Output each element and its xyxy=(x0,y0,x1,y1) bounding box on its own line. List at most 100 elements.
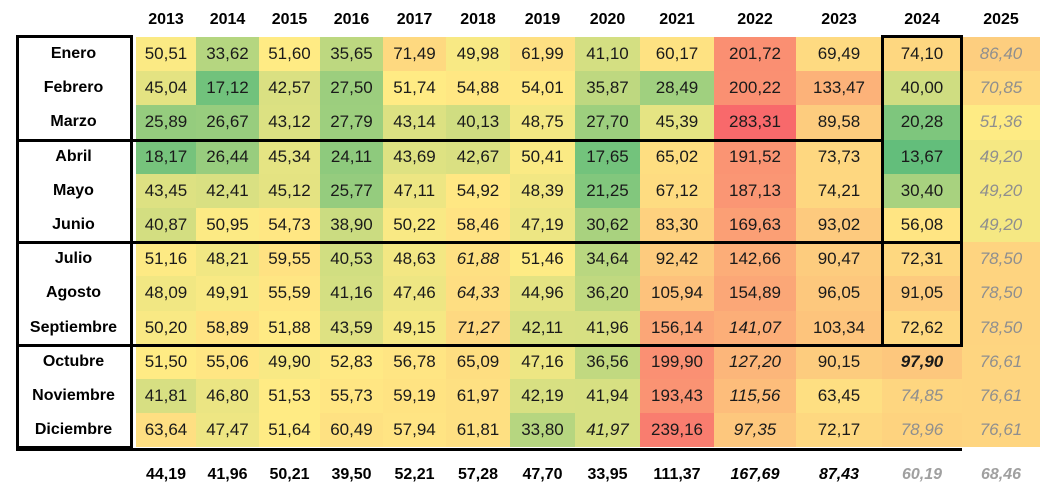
table-cell[interactable]: 59,19 xyxy=(383,379,446,414)
table-cell[interactable]: 55,73 xyxy=(320,379,383,414)
table-cell[interactable]: 76,61 xyxy=(962,413,1040,448)
table-cell[interactable]: 56,08 xyxy=(882,208,962,243)
table-cell[interactable]: 43,59 xyxy=(320,310,383,345)
table-cell[interactable]: 13,67 xyxy=(882,139,962,174)
table-cell[interactable]: 33,62 xyxy=(196,37,259,72)
table-cell[interactable]: 169,63 xyxy=(714,208,796,243)
table-cell[interactable]: 71,49 xyxy=(383,37,446,72)
table-cell[interactable]: 51,16 xyxy=(136,242,196,277)
table-cell[interactable]: 27,79 xyxy=(320,105,383,140)
table-cell[interactable]: 35,65 xyxy=(320,37,383,72)
table-cell[interactable]: 41,16 xyxy=(320,276,383,311)
table-cell[interactable]: 41,96 xyxy=(575,310,640,345)
table-cell[interactable]: 49,98 xyxy=(446,37,510,72)
table-cell[interactable]: 56,78 xyxy=(383,344,446,379)
table-cell[interactable]: 283,31 xyxy=(714,105,796,140)
table-cell[interactable]: 78,50 xyxy=(962,242,1040,277)
table-cell[interactable]: 115,56 xyxy=(714,379,796,414)
table-cell[interactable]: 191,52 xyxy=(714,139,796,174)
table-cell[interactable]: 30,62 xyxy=(575,208,640,243)
table-cell[interactable]: 60,49 xyxy=(320,413,383,448)
table-cell[interactable]: 86,40 xyxy=(962,37,1040,72)
table-cell[interactable]: 199,90 xyxy=(640,344,714,379)
table-cell[interactable]: 50,22 xyxy=(383,208,446,243)
table-cell[interactable]: 30,40 xyxy=(882,173,962,208)
table-cell[interactable]: 48,09 xyxy=(136,276,196,311)
table-cell[interactable]: 200,22 xyxy=(714,71,796,106)
table-cell[interactable]: 239,16 xyxy=(640,413,714,448)
table-cell[interactable]: 93,02 xyxy=(796,208,882,243)
table-cell[interactable]: 187,13 xyxy=(714,173,796,208)
table-cell[interactable]: 58,46 xyxy=(446,208,510,243)
table-cell[interactable]: 47,19 xyxy=(510,208,575,243)
table-cell[interactable]: 91,05 xyxy=(882,276,962,311)
table-cell[interactable]: 89,58 xyxy=(796,105,882,140)
table-cell[interactable]: 41,97 xyxy=(575,413,640,448)
table-cell[interactable]: 50,51 xyxy=(136,37,196,72)
table-cell[interactable]: 25,77 xyxy=(320,173,383,208)
table-cell[interactable]: 72,17 xyxy=(796,413,882,448)
table-cell[interactable]: 127,20 xyxy=(714,344,796,379)
table-cell[interactable]: 20,28 xyxy=(882,105,962,140)
table-cell[interactable]: 43,14 xyxy=(383,105,446,140)
table-cell[interactable]: 97,90 xyxy=(882,344,962,379)
table-cell[interactable]: 52,83 xyxy=(320,344,383,379)
table-cell[interactable]: 47,11 xyxy=(383,173,446,208)
table-cell[interactable]: 60,17 xyxy=(640,37,714,72)
table-cell[interactable]: 74,85 xyxy=(882,379,962,414)
table-cell[interactable]: 43,69 xyxy=(383,139,446,174)
table-cell[interactable]: 50,20 xyxy=(136,310,196,345)
table-cell[interactable]: 51,74 xyxy=(383,71,446,106)
table-cell[interactable]: 21,25 xyxy=(575,173,640,208)
table-cell[interactable]: 49,91 xyxy=(196,276,259,311)
table-cell[interactable]: 18,17 xyxy=(136,139,196,174)
table-cell[interactable]: 42,19 xyxy=(510,379,575,414)
table-cell[interactable]: 58,89 xyxy=(196,310,259,345)
table-cell[interactable]: 201,72 xyxy=(714,37,796,72)
table-cell[interactable]: 54,73 xyxy=(259,208,320,243)
table-cell[interactable]: 40,53 xyxy=(320,242,383,277)
table-cell[interactable]: 41,10 xyxy=(575,37,640,72)
table-cell[interactable]: 156,14 xyxy=(640,310,714,345)
table-cell[interactable]: 57,94 xyxy=(383,413,446,448)
table-cell[interactable]: 65,02 xyxy=(640,139,714,174)
table-cell[interactable]: 55,59 xyxy=(259,276,320,311)
table-cell[interactable]: 51,46 xyxy=(510,242,575,277)
table-cell[interactable]: 59,55 xyxy=(259,242,320,277)
table-cell[interactable]: 26,44 xyxy=(196,139,259,174)
table-cell[interactable]: 49,20 xyxy=(962,139,1040,174)
table-cell[interactable]: 73,73 xyxy=(796,139,882,174)
table-cell[interactable]: 47,16 xyxy=(510,344,575,379)
table-cell[interactable]: 72,62 xyxy=(882,310,962,345)
table-cell[interactable]: 63,64 xyxy=(136,413,196,448)
table-cell[interactable]: 61,97 xyxy=(446,379,510,414)
table-cell[interactable]: 33,80 xyxy=(510,413,575,448)
table-cell[interactable]: 45,12 xyxy=(259,173,320,208)
table-cell[interactable]: 103,34 xyxy=(796,310,882,345)
table-cell[interactable]: 40,87 xyxy=(136,208,196,243)
table-cell[interactable]: 49,90 xyxy=(259,344,320,379)
table-cell[interactable]: 61,99 xyxy=(510,37,575,72)
table-cell[interactable]: 97,35 xyxy=(714,413,796,448)
table-cell[interactable]: 48,21 xyxy=(196,242,259,277)
table-cell[interactable]: 142,66 xyxy=(714,242,796,277)
table-cell[interactable]: 27,70 xyxy=(575,105,640,140)
table-cell[interactable]: 51,50 xyxy=(136,344,196,379)
table-cell[interactable]: 42,57 xyxy=(259,71,320,106)
table-cell[interactable]: 38,90 xyxy=(320,208,383,243)
table-cell[interactable]: 35,87 xyxy=(575,71,640,106)
table-cell[interactable]: 61,88 xyxy=(446,242,510,277)
table-cell[interactable]: 47,47 xyxy=(196,413,259,448)
table-cell[interactable]: 83,30 xyxy=(640,208,714,243)
table-cell[interactable]: 44,96 xyxy=(510,276,575,311)
table-cell[interactable]: 64,33 xyxy=(446,276,510,311)
table-cell[interactable]: 47,46 xyxy=(383,276,446,311)
table-cell[interactable]: 65,09 xyxy=(446,344,510,379)
table-cell[interactable]: 25,89 xyxy=(136,105,196,140)
table-cell[interactable]: 27,50 xyxy=(320,71,383,106)
table-cell[interactable]: 41,94 xyxy=(575,379,640,414)
table-cell[interactable]: 54,01 xyxy=(510,71,575,106)
table-cell[interactable]: 76,61 xyxy=(962,344,1040,379)
table-cell[interactable]: 90,47 xyxy=(796,242,882,277)
table-cell[interactable]: 50,41 xyxy=(510,139,575,174)
